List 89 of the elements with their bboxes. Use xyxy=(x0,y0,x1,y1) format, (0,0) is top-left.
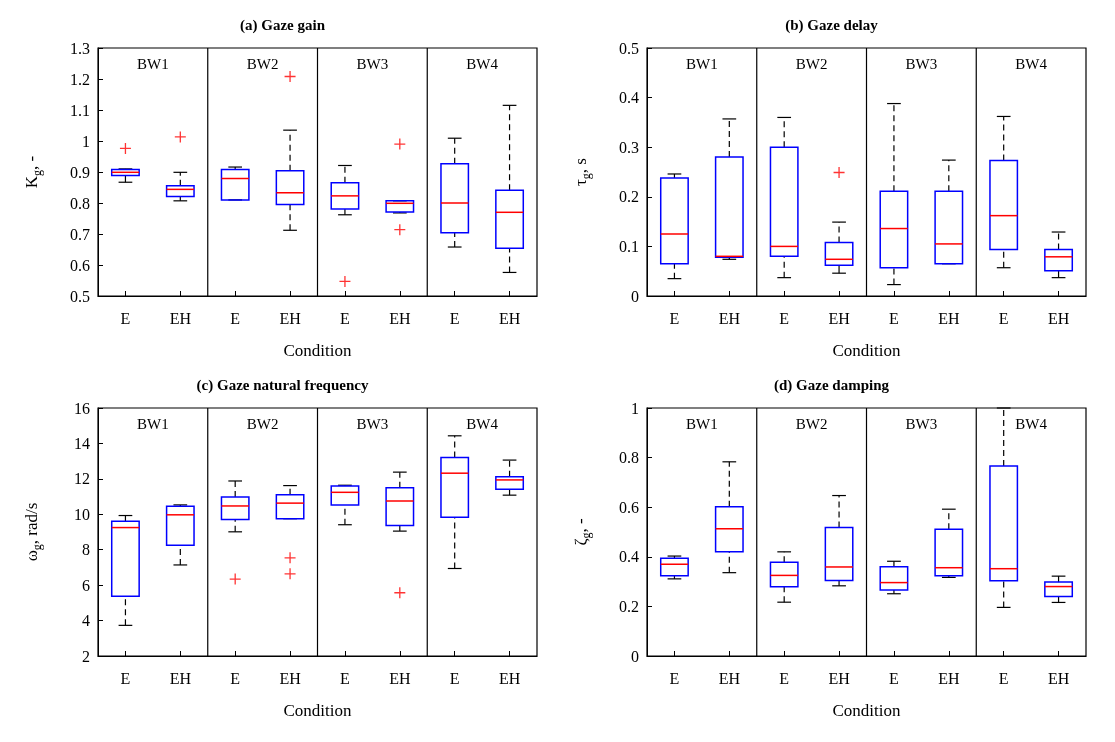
x-tick-label: E xyxy=(998,309,1009,327)
y-tick-label: 16 xyxy=(74,399,90,417)
y-tick-label: 0.4 xyxy=(619,89,639,107)
x-tick-label: E xyxy=(998,669,1009,687)
x-tick-label: EH xyxy=(1047,309,1070,327)
x-tick-label: EH xyxy=(828,309,851,327)
y-tick-label: 0.2 xyxy=(619,188,639,206)
annotation: BW4 xyxy=(466,55,499,72)
chart-title: (c) Gaze natural frequency xyxy=(196,376,369,394)
y-tick-label: 0.7 xyxy=(70,225,90,243)
x-tick-label: EH xyxy=(718,309,741,327)
x-tick-label: EH xyxy=(279,309,302,327)
y-tick-label: 0.8 xyxy=(70,194,90,212)
x-tick-label: E xyxy=(669,669,680,687)
y-tick-label: 1.1 xyxy=(70,101,90,119)
y-tick-label: 10 xyxy=(74,505,90,523)
x-tick-label: EH xyxy=(169,309,192,327)
x-tick-label: EH xyxy=(279,669,302,687)
annotation: BW4 xyxy=(466,415,499,432)
x-tick-label: EH xyxy=(169,669,192,687)
x-tick-label: EH xyxy=(498,309,521,327)
x-tick-label: EH xyxy=(938,309,960,327)
annotation: BW2 xyxy=(246,55,279,72)
y-tick-label: 12 xyxy=(74,470,90,488)
y-tick-label: 0 xyxy=(631,647,639,665)
x-tick-label: E xyxy=(889,309,899,327)
annotation: BW1 xyxy=(137,55,169,72)
x-axis-title: Condition xyxy=(832,701,901,720)
annotation: BW4 xyxy=(1015,415,1048,432)
y-tick-label: 1.3 xyxy=(70,39,90,57)
x-tick-label: E xyxy=(120,309,131,327)
x-tick-label: E xyxy=(779,309,790,327)
annotation: BW3 xyxy=(356,55,389,72)
y-tick-label: 0 xyxy=(631,287,639,305)
x-tick-label: EH xyxy=(718,669,741,687)
x-tick-label: E xyxy=(120,669,131,687)
x-tick-label: EH xyxy=(389,309,411,327)
annotation: BW1 xyxy=(686,55,718,72)
y-tick-label: 0.8 xyxy=(619,449,639,467)
annotation: BW1 xyxy=(686,415,718,432)
annotation: BW2 xyxy=(795,415,828,432)
annotation: BW3 xyxy=(905,55,938,72)
annotation: BW2 xyxy=(795,55,828,72)
y-tick-label: 6 xyxy=(82,576,90,594)
annotation: BW1 xyxy=(137,415,169,432)
chart-title: (d) Gaze damping xyxy=(773,376,890,394)
y-axis-title: ζg, - xyxy=(570,518,593,546)
y-tick-label: 0.6 xyxy=(70,256,90,274)
x-tick-label: E xyxy=(230,669,241,687)
x-axis-title: Condition xyxy=(832,341,901,360)
y-axis-title: τg, s xyxy=(570,158,593,186)
x-tick-label: EH xyxy=(389,669,411,687)
y-tick-label: 0.9 xyxy=(70,163,90,181)
x-tick-label: E xyxy=(449,669,460,687)
y-tick-label: 0.2 xyxy=(619,597,639,615)
x-tick-label: EH xyxy=(828,669,851,687)
y-tick-label: 2 xyxy=(82,647,90,665)
x-tick-label: E xyxy=(230,309,241,327)
chart-title: (b) Gaze delay xyxy=(785,16,879,34)
y-tick-label: 0.3 xyxy=(619,138,639,156)
chart-title: (a) Gaze gain xyxy=(240,16,326,34)
annotation: BW4 xyxy=(1015,55,1048,72)
y-axis-title: ωg, rad/s xyxy=(21,502,44,562)
annotation: BW2 xyxy=(246,415,279,432)
annotation: BW3 xyxy=(905,415,938,432)
x-axis-title: Condition xyxy=(283,341,352,360)
y-tick-label: 0.5 xyxy=(70,287,90,305)
y-tick-label: 1 xyxy=(631,399,639,417)
y-axis-title: Kg, - xyxy=(21,155,44,189)
y-tick-label: 8 xyxy=(82,541,90,559)
x-tick-label: EH xyxy=(498,669,521,687)
x-tick-label: E xyxy=(779,669,790,687)
annotation: BW3 xyxy=(356,415,389,432)
x-tick-label: EH xyxy=(938,669,960,687)
y-tick-label: 1 xyxy=(82,132,90,150)
y-tick-label: 0.1 xyxy=(619,237,639,255)
x-tick-label: E xyxy=(449,309,460,327)
y-tick-label: 0.6 xyxy=(619,498,639,516)
x-tick-label: E xyxy=(669,309,680,327)
y-tick-label: 0.4 xyxy=(619,548,639,566)
x-tick-label: E xyxy=(340,309,350,327)
y-tick-label: 0.5 xyxy=(619,39,639,57)
x-axis-title: Condition xyxy=(283,701,352,720)
y-tick-label: 4 xyxy=(82,612,90,630)
y-tick-label: 1.2 xyxy=(70,70,90,88)
y-tick-label: 14 xyxy=(74,434,90,452)
x-tick-label: EH xyxy=(1047,669,1070,687)
x-tick-label: E xyxy=(889,669,899,687)
x-tick-label: E xyxy=(340,669,350,687)
